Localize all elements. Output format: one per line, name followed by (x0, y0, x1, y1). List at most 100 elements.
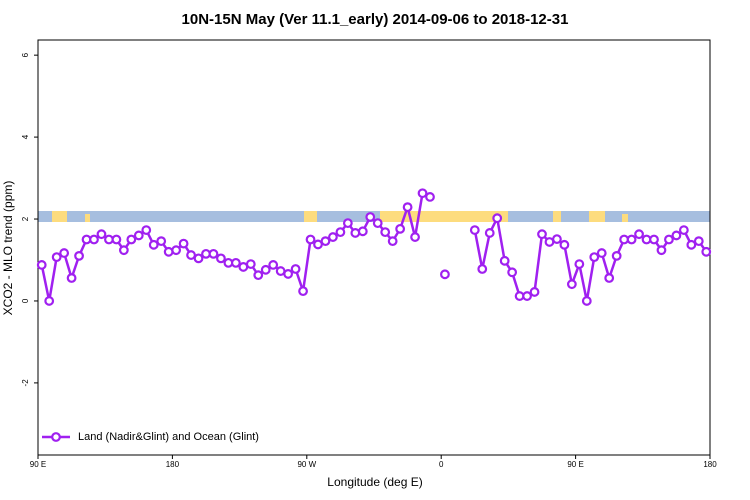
data-point (477, 264, 488, 274)
land-region (52, 211, 67, 222)
data-point (492, 213, 503, 224)
data-point (36, 260, 47, 270)
data-point (387, 236, 398, 247)
x-tick-label: 180 (166, 460, 180, 469)
data-point (59, 248, 70, 258)
plot-frame (37, 39, 711, 456)
data-point (611, 250, 622, 261)
data-point (111, 234, 122, 245)
data-point (253, 270, 264, 281)
data-point (260, 264, 271, 275)
x-tick-label: 90 E (30, 460, 46, 469)
data-point (499, 255, 510, 266)
y-axis-label: XCO2 - MLO trend (ppm) (1, 181, 15, 316)
land-region (622, 214, 628, 222)
data-point (596, 248, 607, 258)
data-point (126, 234, 137, 245)
data-point (693, 236, 704, 247)
y-tick-label: -2 (21, 379, 30, 387)
data-point (522, 291, 532, 301)
data-point (156, 236, 167, 247)
data-point (537, 229, 547, 240)
data-point (44, 296, 55, 306)
data-point (328, 232, 338, 242)
data-point (469, 225, 480, 235)
data-point (649, 234, 659, 245)
data-point (335, 227, 346, 238)
data-point (163, 246, 174, 257)
data-point (118, 245, 129, 256)
data-point (268, 260, 279, 270)
land-region (85, 214, 90, 222)
legend-label: Land (Nadir&Glint) and Ocean (Glint) (78, 431, 259, 443)
land-region (380, 211, 508, 222)
data-point (320, 236, 331, 247)
data-point (559, 239, 570, 250)
land-region (304, 211, 317, 222)
data-point (372, 218, 383, 229)
data-point (671, 230, 682, 241)
data-point (193, 253, 204, 264)
y-tick-label: 0 (21, 298, 30, 303)
data-point (626, 234, 637, 245)
series-line (40, 191, 708, 303)
data-point (305, 234, 316, 245)
data-point (216, 253, 226, 264)
data-point (141, 225, 152, 235)
data-point (186, 250, 196, 260)
data-point (686, 239, 697, 250)
data-point (148, 239, 159, 250)
data-point (96, 229, 107, 240)
data-point (230, 257, 241, 268)
data-point (574, 259, 585, 269)
data-point (66, 273, 77, 283)
data-point (402, 202, 413, 213)
data-point (283, 269, 294, 279)
data-point (208, 248, 219, 259)
data-point (425, 192, 435, 202)
x-tick-label: 0 (439, 460, 444, 469)
x-axis-label: Longitude (deg E) (327, 475, 422, 489)
x-tick-label: 90 W (297, 460, 316, 469)
y-tick-label: 2 (21, 216, 30, 221)
data-point (350, 228, 361, 238)
data-point (313, 239, 323, 250)
x-tick-label: 180 (703, 460, 717, 469)
data-point (357, 226, 368, 237)
chart-title: 10N-15N May (Ver 11.1_early) 2014-09-06 … (182, 11, 569, 28)
y-tick-label: 6 (21, 52, 30, 57)
land-region (589, 211, 605, 222)
data-point (51, 252, 62, 263)
data-point (417, 188, 428, 199)
data-point (701, 246, 712, 257)
data-point (298, 286, 308, 297)
data-point (529, 287, 540, 297)
data-point (656, 245, 667, 256)
data-point (342, 218, 353, 229)
legend-marker (51, 432, 61, 442)
data-point (507, 267, 518, 278)
y-tick-label: 4 (21, 134, 30, 139)
data-point (484, 228, 495, 238)
data-point (178, 238, 189, 249)
data-point (589, 252, 600, 263)
land-region (553, 211, 561, 222)
data-point (245, 259, 256, 269)
data-point (395, 223, 406, 234)
data-point (566, 279, 577, 290)
data-point (581, 296, 592, 306)
data-point (290, 264, 301, 274)
data-point (410, 232, 420, 242)
data-point (380, 227, 391, 238)
data-point (552, 234, 562, 245)
data-point (74, 250, 84, 261)
data-point (634, 229, 644, 240)
x-tick-label: 90 E (567, 460, 583, 469)
data-point (171, 245, 182, 256)
data-point (133, 230, 144, 241)
data-point (365, 212, 376, 222)
data-point (678, 225, 689, 235)
data-point (89, 234, 99, 245)
data-point (604, 273, 615, 283)
